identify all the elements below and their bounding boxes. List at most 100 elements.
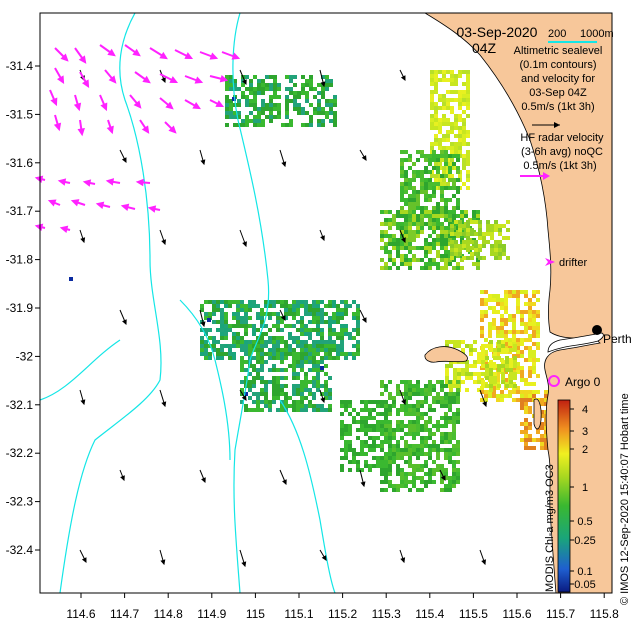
chl-pixel: [224, 332, 228, 336]
chl-pixel: [416, 404, 420, 408]
chl-pixel: [452, 186, 456, 190]
chl-pixel: [450, 98, 454, 102]
chl-pixel: [280, 376, 284, 380]
chl-pixel: [496, 294, 500, 298]
chl-pixel: [269, 107, 273, 111]
chl-pixel: [482, 236, 486, 240]
lat-tick-label: -32.3: [6, 495, 34, 509]
chl-pixel: [466, 158, 470, 162]
chl-pixel: [493, 380, 497, 384]
chl-pixel: [436, 428, 440, 432]
chl-pixel: [482, 244, 486, 248]
chl-pixel: [380, 400, 384, 404]
chl-pixel: [440, 464, 444, 468]
chl-pixel: [432, 460, 436, 464]
chl-pixel: [332, 304, 336, 308]
chl-pixel: [484, 302, 488, 306]
chl-pixel: [304, 388, 308, 392]
chl-pixel: [364, 416, 368, 420]
chl-pixel: [340, 432, 344, 436]
chl-pixel: [412, 384, 416, 388]
chl-pixel: [466, 236, 470, 240]
chl-pixel: [277, 95, 281, 99]
chl-pixel: [430, 126, 434, 130]
chl-pixel: [440, 246, 444, 250]
chl-pixel: [444, 206, 448, 210]
chl-pixel: [540, 442, 544, 446]
chl-pixel: [440, 424, 444, 428]
chl-pixel: [457, 376, 461, 380]
chl-pixel: [241, 119, 245, 123]
chl-pixel: [466, 70, 470, 74]
chl-pixel: [500, 302, 504, 306]
chl-pixel: [260, 364, 264, 368]
chl-pixel: [388, 250, 392, 254]
chl-pixel: [416, 198, 420, 202]
chl-pixel: [500, 390, 504, 394]
chl-pixel: [380, 460, 384, 464]
chl-pixel: [380, 464, 384, 468]
chl-pixel: [454, 150, 458, 154]
chl-pixel: [260, 344, 264, 348]
chl-pixel: [204, 352, 208, 356]
chl-pixel: [204, 328, 208, 332]
chl-pixel: [448, 170, 452, 174]
chl-pixel: [493, 352, 497, 356]
chl-pixel: [304, 404, 308, 408]
chl-pixel: [292, 360, 296, 364]
chl-pixel: [416, 420, 420, 424]
chl-pixel: [324, 392, 328, 396]
chl-pixel: [252, 368, 256, 372]
chl-pixel: [412, 472, 416, 476]
chl-pixel: [292, 308, 296, 312]
chl-pixel: [428, 222, 432, 226]
chl-pixel: [229, 115, 233, 119]
chl-pixel: [388, 222, 392, 226]
chl-pixel: [532, 330, 536, 334]
chl-pixel: [408, 262, 412, 266]
chl-pixel: [540, 434, 544, 438]
chl-pixel: [316, 408, 320, 412]
chl-pixel: [256, 340, 260, 344]
chl-pixel: [452, 436, 456, 440]
chl-pixel: [436, 226, 440, 230]
chl-pixel: [524, 294, 528, 298]
chl-pixel: [225, 111, 229, 115]
chl-pixel: [420, 428, 424, 432]
chl-pixel: [502, 236, 506, 240]
chl-pixel: [312, 408, 316, 412]
chl-pixel: [244, 376, 248, 380]
chl-pixel: [305, 79, 309, 83]
chl-pixel: [508, 338, 512, 342]
chl-pixel: [220, 324, 224, 328]
chl-pixel: [440, 416, 444, 420]
chl-pixel: [336, 316, 340, 320]
chl-pixel: [296, 340, 300, 344]
chl-pixel: [212, 308, 216, 312]
chl-pixel: [502, 252, 506, 256]
chl-pixel: [308, 400, 312, 404]
chl-pixel: [462, 134, 466, 138]
chl-pixel: [228, 348, 232, 352]
chl-pixel: [276, 392, 280, 396]
chl-pixel: [356, 436, 360, 440]
chl-pixel: [284, 352, 288, 356]
chl-pixel: [516, 390, 520, 394]
chl-pixel: [356, 312, 360, 316]
chl-pixel: [340, 436, 344, 440]
chl-pixel: [481, 380, 485, 384]
chl-pixel: [440, 448, 444, 452]
chl-pixel: [488, 294, 492, 298]
chl-pixel: [528, 366, 532, 370]
chl-pixel: [442, 146, 446, 150]
chl-pixel: [273, 91, 277, 95]
chl-pixel: [508, 342, 512, 346]
chl-pixel: [488, 334, 492, 338]
chl-pixel: [236, 320, 240, 324]
chl-pixel: [428, 452, 432, 456]
chl-pixel: [324, 380, 328, 384]
lon-tick-label: 115.1: [284, 607, 313, 621]
chl-pixel: [446, 130, 450, 134]
chl-pixel: [249, 103, 253, 107]
chl-pixel: [446, 138, 450, 142]
